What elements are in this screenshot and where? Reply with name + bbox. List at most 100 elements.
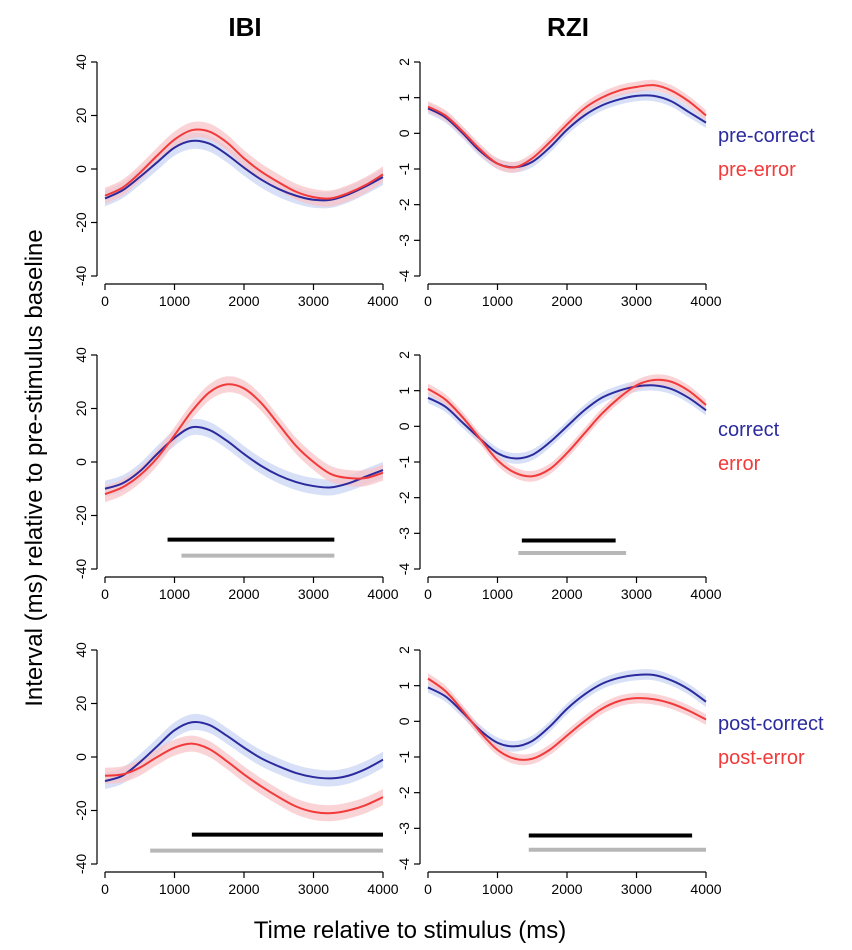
panel-row3-rzi: -4 -3 -2 -1 0 1 2 0 1000 2000 3000 4000 <box>396 646 722 897</box>
band-post-correct <box>428 669 706 752</box>
band-error <box>105 376 383 503</box>
x-tick-label: 3000 <box>621 881 652 897</box>
x-tick-label: 4000 <box>367 881 398 897</box>
band-pre-error <box>105 121 383 207</box>
x-tick-label: 4000 <box>690 586 721 602</box>
x-tick-label: 1000 <box>482 586 513 602</box>
band-post-error <box>428 673 706 766</box>
y-tick-label: -3 <box>396 527 412 540</box>
legend-item-pre-error: pre-error <box>718 159 796 181</box>
y-tick-label: 20 <box>73 696 89 712</box>
panel-row2-rzi: -4 -3 -2 -1 0 1 2 0 1000 2000 3000 4000 <box>396 351 722 602</box>
x-tick-label: 0 <box>424 881 432 897</box>
x-tick-label: 3000 <box>298 293 329 309</box>
y-tick-label: -40 <box>73 854 89 874</box>
y-tick-label: 20 <box>73 108 89 124</box>
y-tick-label: 0 <box>396 129 412 137</box>
band-pre-correct <box>105 132 383 209</box>
y-tick-label: -3 <box>396 822 412 835</box>
x-tick-label: 4000 <box>367 293 398 309</box>
x-tick-label: 3000 <box>621 586 652 602</box>
y-tick-label: -2 <box>396 491 412 504</box>
panel-row3-ibi: -40 -20 0 20 40 0 1000 2000 3000 4000 <box>73 642 399 897</box>
y-tick-label: -20 <box>73 800 89 820</box>
panel-row1-rzi: -4 -3 -2 -1 0 1 2 0 1000 2000 3000 4000 <box>396 58 722 309</box>
y-tick-label: -40 <box>73 266 89 286</box>
x-tick-label: 2000 <box>551 293 582 309</box>
y-tick-label: -2 <box>396 198 412 211</box>
series-line-pre-error <box>427 84 707 169</box>
y-tick-label: 0 <box>73 165 89 173</box>
x-tick-label: 1000 <box>159 293 190 309</box>
y-tick-label: -2 <box>396 786 412 799</box>
legend-item-correct: correct <box>718 419 780 441</box>
y-axis-label: Interval (ms) relative to pre-stimulus b… <box>21 229 48 707</box>
series-line-error <box>427 378 707 478</box>
series-line-correct <box>104 425 384 490</box>
band-correct <box>428 379 706 464</box>
x-tick-label: 4000 <box>690 293 721 309</box>
y-tick-label: -4 <box>396 270 412 283</box>
x-tick-label: 0 <box>424 586 432 602</box>
series-line-pre-error <box>104 128 384 200</box>
x-tick-label: 2000 <box>551 586 582 602</box>
x-tick-label: 0 <box>101 586 109 602</box>
y-tick-label: 1 <box>396 94 412 102</box>
panel-row1-ibi: -40 -20 0 20 40 0 1000 2000 3000 4000 <box>73 54 399 309</box>
panel-row2-ibi: -40 -20 0 20 40 0 1000 2000 3000 4000 <box>73 347 399 602</box>
x-tick-label: 1000 <box>159 881 190 897</box>
x-tick-label: 0 <box>424 293 432 309</box>
y-tick-label: -4 <box>396 858 412 871</box>
x-tick-label: 0 <box>101 293 109 309</box>
y-tick-label: 1 <box>396 682 412 690</box>
y-tick-label: -20 <box>73 505 89 525</box>
y-tick-label: 0 <box>396 422 412 430</box>
legends-group: pre-correct pre-error correct error post-cor… <box>718 125 824 769</box>
y-tick-label: 0 <box>396 717 412 725</box>
col-title-rzi: RZI <box>547 12 589 42</box>
series-line-post-correct <box>104 720 384 783</box>
legend-item-error: error <box>718 453 761 475</box>
y-tick-label: -1 <box>396 163 412 176</box>
y-tick-label: 0 <box>73 753 89 761</box>
y-tick-label: -3 <box>396 234 412 247</box>
x-tick-label: 2000 <box>551 881 582 897</box>
band-pre-error <box>428 79 706 173</box>
series-line-post-error <box>104 742 384 815</box>
y-tick-label: -20 <box>73 212 89 232</box>
band-post-error <box>105 735 383 822</box>
y-tick-label: -1 <box>396 456 412 469</box>
y-tick-label: 2 <box>396 58 412 66</box>
x-tick-label: 3000 <box>298 586 329 602</box>
series-line-error <box>104 383 384 496</box>
y-tick-label: -1 <box>396 751 412 764</box>
legend-item-post-correct: post-correct <box>718 713 824 735</box>
col-title-ibi: IBI <box>228 12 261 42</box>
y-tick-label: 40 <box>73 347 89 363</box>
y-tick-label: 0 <box>73 458 89 466</box>
x-tick-label: 2000 <box>228 881 259 897</box>
series-line-correct <box>427 384 707 460</box>
x-tick-label: 3000 <box>621 293 652 309</box>
y-tick-label: 20 <box>73 401 89 417</box>
series-line-pre-correct <box>104 139 384 202</box>
band-post-correct <box>105 713 383 790</box>
series-line-pre-correct <box>427 94 707 169</box>
x-tick-label: 4000 <box>367 586 398 602</box>
x-tick-label: 1000 <box>159 586 190 602</box>
y-tick-label: -40 <box>73 559 89 579</box>
y-tick-label: -4 <box>396 563 412 576</box>
x-tick-label: 4000 <box>690 881 721 897</box>
x-tick-label: 0 <box>101 881 109 897</box>
x-tick-label: 3000 <box>298 881 329 897</box>
x-tick-label: 1000 <box>482 293 513 309</box>
band-error <box>428 374 706 482</box>
y-tick-label: 40 <box>73 54 89 70</box>
x-tick-label: 1000 <box>482 881 513 897</box>
y-tick-label: 2 <box>396 646 412 654</box>
y-tick-label: 1 <box>396 387 412 395</box>
band-pre-correct <box>428 89 706 173</box>
legend-item-pre-correct: pre-correct <box>718 125 815 147</box>
